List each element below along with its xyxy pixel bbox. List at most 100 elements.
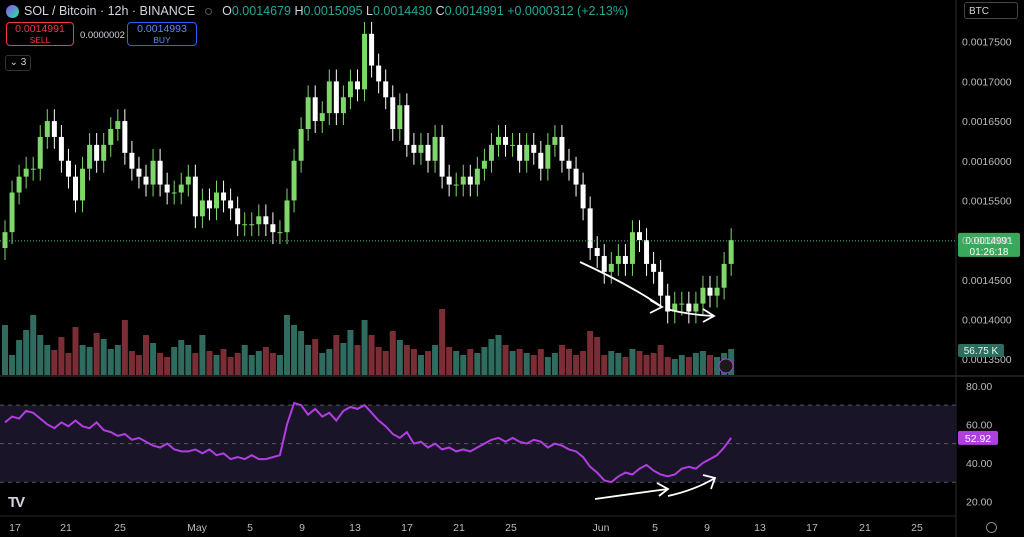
volume-bar	[417, 355, 424, 375]
candle	[23, 168, 29, 177]
candle	[672, 303, 678, 312]
volume-bar	[657, 345, 664, 375]
volume-bar	[2, 325, 8, 375]
volume-bar	[44, 345, 51, 375]
volume-bar	[58, 337, 65, 375]
sol-logo-icon	[6, 4, 19, 18]
candle	[376, 65, 382, 82]
candle	[404, 105, 410, 145]
time-tick-label: 17	[9, 522, 21, 534]
candle	[538, 152, 544, 169]
time-tick-label: 17	[806, 522, 818, 534]
volume-bar	[241, 345, 248, 375]
volume-bar	[269, 353, 276, 375]
volume-bar	[446, 347, 453, 375]
volume-bar	[396, 340, 403, 375]
candle	[298, 129, 304, 161]
volume-bar	[192, 353, 199, 375]
candle	[277, 232, 283, 234]
volume-bar	[326, 349, 333, 375]
candle	[58, 136, 64, 161]
volume-bar	[410, 349, 417, 375]
volume-bar	[699, 351, 706, 375]
alert-icon	[718, 358, 734, 374]
candle	[347, 81, 353, 98]
arrowhead	[649, 299, 664, 314]
volume-bar	[361, 320, 368, 375]
volume-bar	[516, 349, 523, 375]
volume-bar	[664, 357, 671, 375]
candle	[228, 200, 234, 209]
arrowhead	[702, 308, 716, 323]
volume-bar	[685, 357, 692, 375]
sell-label: SELL	[29, 35, 51, 45]
market-status-icon[interactable]	[205, 7, 213, 15]
candle	[679, 303, 685, 305]
candle	[714, 287, 720, 296]
volume-bar	[178, 340, 185, 375]
candle	[143, 176, 149, 185]
volume-bar	[143, 335, 149, 375]
volume-bar	[509, 351, 516, 375]
buy-button[interactable]: 0.0014993 BUY	[127, 22, 197, 46]
symbol-title[interactable]: SOL / Bitcoin · 12h · BINANCE	[24, 4, 196, 18]
candle	[496, 136, 501, 145]
volume-bar	[9, 355, 16, 375]
candle	[615, 255, 621, 264]
indicators-toggle-button[interactable]: ⌄ 3	[5, 55, 31, 71]
time-tick-label: Jun	[593, 522, 610, 534]
volume-bar	[305, 345, 312, 375]
candle	[580, 184, 586, 209]
candle	[65, 160, 71, 177]
volume-bar	[227, 357, 234, 375]
time-tick-label: 13	[754, 522, 766, 534]
candle	[122, 121, 128, 153]
buy-label: BUY	[153, 35, 171, 45]
time-tick-label: 25	[505, 522, 517, 534]
candle	[108, 129, 114, 145]
candle	[221, 192, 227, 201]
volume-bar	[79, 345, 86, 375]
volume-bar	[558, 345, 565, 375]
volume-bar	[16, 340, 23, 375]
candle	[693, 303, 699, 312]
candle	[284, 200, 290, 233]
volume-badge	[958, 344, 1004, 357]
volume-bar	[368, 335, 375, 375]
candle	[270, 224, 276, 233]
candle	[573, 168, 579, 185]
volume-bar	[432, 345, 439, 375]
sell-button[interactable]: 0.0014991 SELL	[6, 22, 74, 46]
buy-price: 0.0014993	[137, 23, 187, 35]
volume-bar	[312, 339, 319, 375]
volume-bar	[439, 309, 446, 375]
candle	[178, 184, 184, 193]
volume-bar	[284, 315, 290, 375]
volume-bar	[255, 351, 262, 375]
price-tick-label: 0.0016000	[962, 156, 1012, 168]
volume-bar	[530, 355, 537, 375]
candle	[545, 144, 551, 169]
candle	[644, 240, 650, 264]
volume-bar	[425, 351, 431, 375]
candle	[44, 121, 50, 137]
volume-bar	[594, 337, 601, 375]
candle	[115, 121, 121, 130]
candle	[665, 295, 671, 312]
currency-button[interactable]: BTC	[964, 2, 1018, 19]
settings-icon[interactable]	[986, 522, 997, 533]
volume-bar	[347, 330, 354, 375]
candle	[474, 168, 480, 185]
volume-bar	[601, 355, 608, 375]
candle	[658, 271, 664, 296]
time-tick-label: 21	[859, 522, 871, 534]
divergence-arrow-price-2	[665, 308, 715, 317]
divergence-arrow-price-1	[579, 261, 663, 308]
candle	[235, 208, 241, 225]
candle	[728, 240, 734, 264]
time-tick-label: 21	[60, 522, 72, 534]
divergence-arrow-rsi-1	[594, 488, 669, 500]
volume-bar	[389, 331, 396, 375]
time-tick-label: 25	[911, 522, 923, 534]
